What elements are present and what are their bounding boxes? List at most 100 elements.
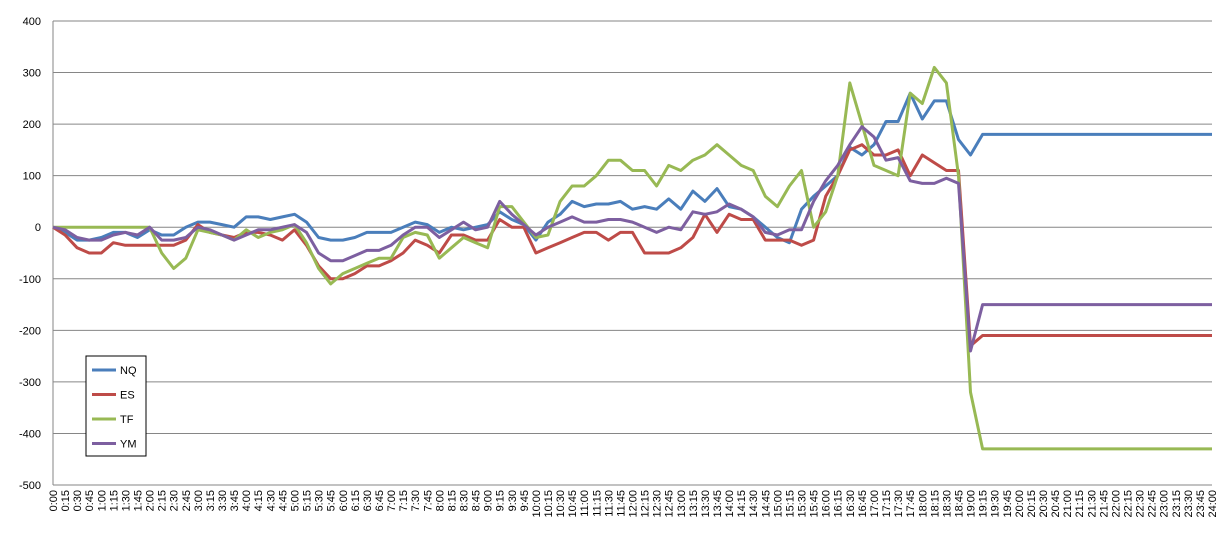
x-tick-label: 1:45 [133,490,145,511]
x-tick-label: 21:45 [1098,490,1110,518]
y-tick-label: 300 [23,68,41,80]
x-tick-label: 7:45 [422,490,434,511]
x-tick-label: 3:45 [229,490,241,511]
x-tick-label: 6:15 [350,490,362,511]
x-tick-label: 0:15 [60,490,72,511]
x-tick-label: 3:30 [217,490,229,511]
x-tick-label: 20:15 [1026,490,1038,518]
y-axis-tick-labels: 400 300 200 100 0 -100 -200 -300 -400 -500 [19,16,41,492]
x-tick-label: 9:45 [519,490,531,511]
x-tick-label: 0:00 [48,490,60,511]
x-tick-label: 13:15 [688,490,700,518]
x-tick-label: 6:45 [374,490,386,511]
x-tick-label: 14:45 [760,490,772,518]
x-tick-label: 13:00 [676,490,688,518]
y-tick-label: 400 [23,16,41,28]
y-tick-label: -100 [19,274,41,286]
x-tick-label: 1:00 [96,490,108,511]
x-tick-label: 20:30 [1038,490,1050,518]
x-tick-label: 17:15 [881,490,893,518]
x-tick-label: 16:15 [833,490,845,518]
x-tick-label: 16:45 [857,490,869,518]
x-tick-label: 4:45 [277,490,289,511]
x-tick-label: 1:15 [108,490,120,511]
x-tick-label: 9:30 [507,490,519,511]
x-tick-label: 20:00 [1014,490,1026,518]
legend: NQ ES TF YM [85,355,147,457]
x-tick-label: 11:15 [591,490,603,517]
x-tick-label: 10:15 [543,490,555,518]
x-tick-label: 8:00 [434,490,446,511]
legend-label-nq: NQ [120,365,137,377]
x-tick-label: 2:00 [145,490,157,511]
y-tick-label: 100 [23,171,41,183]
x-tick-label: 21:15 [1074,490,1086,518]
x-tick-label: 10:30 [555,490,567,518]
x-tick-label: 2:15 [157,490,169,511]
x-tick-label: 18:30 [941,490,953,518]
x-tick-label: 0:30 [72,490,84,511]
x-tick-label: 18:15 [929,490,941,518]
y-tick-label: 200 [23,119,41,131]
x-tick-label: 5:15 [302,490,314,511]
x-tick-label: 16:30 [845,490,857,518]
x-tick-label: 4:30 [265,490,277,511]
x-tick-label: 8:30 [458,490,470,511]
x-tick-label: 23:15 [1171,490,1183,518]
x-tick-label: 1:30 [120,490,132,511]
x-tick-label: 9:00 [483,490,495,511]
x-tick-label: 13:30 [700,490,712,518]
y-tick-label: -300 [19,377,41,389]
x-tick-label: 6:30 [362,490,374,511]
x-tick-label: 12:30 [652,490,664,518]
y-tick-label: -500 [19,480,41,492]
x-tick-label: 15:15 [784,490,796,518]
x-tick-label: 19:45 [1002,490,1014,518]
legend-label-tf: TF [120,414,134,426]
x-tick-label: 24:00 [1207,490,1219,518]
gridlines [53,20,1212,486]
x-tick-label: 22:15 [1122,490,1134,518]
x-tick-label: 2:45 [181,490,193,511]
x-tick-label: 11:45 [615,490,627,517]
x-tick-label: 17:45 [905,490,917,518]
x-tick-label: 22:00 [1110,490,1122,518]
legend-label-ym: YM [120,439,137,451]
x-tick-label: 12:00 [628,490,640,518]
x-tick-label: 19:30 [990,490,1002,518]
x-tick-label: 2:30 [169,490,181,511]
x-tick-label: 17:00 [869,490,881,518]
x-tick-label: 15:30 [797,490,809,518]
y-tick-label: -400 [19,428,41,440]
x-tick-label: 0:45 [84,490,96,511]
x-tick-label: 10:45 [567,490,579,518]
x-tick-label: 23:00 [1159,490,1171,518]
x-tick-label: 5:30 [314,490,326,511]
x-tick-label: 21:00 [1062,490,1074,518]
x-tick-label: 10:00 [531,490,543,518]
legend-box [85,355,147,457]
x-tick-label: 7:00 [386,490,398,511]
x-tick-label: 23:45 [1195,490,1207,518]
y-tick-label: -200 [19,325,41,337]
series-line-es [52,143,1212,348]
x-tick-label: 3:00 [193,490,205,511]
x-tick-label: 17:30 [893,490,905,518]
x-tick-label: 14:30 [748,490,760,518]
x-tick-label: 15:00 [772,490,784,518]
x-tick-label: 14:00 [724,490,736,518]
x-tick-label: 11:00 [579,490,591,517]
x-tick-label: 5:45 [326,490,338,511]
x-tick-label: 13:45 [712,490,724,518]
x-tick-label: 8:45 [471,490,483,511]
x-tick-label: 23:30 [1183,490,1195,518]
x-axis-tick-labels: 0:00 0:15 0:30 0:45 1:00 1:15 1:30 1:45 2:00 2:15… [48,490,1219,518]
series-lines [52,65,1212,451]
x-tick-label: 9:15 [495,490,507,511]
x-tick-label: 5:00 [289,490,301,511]
x-tick-label: 18:45 [953,490,965,518]
x-tick-label: 4:15 [253,490,265,511]
legend-label-es: ES [120,390,135,402]
x-tick-label: 7:15 [398,490,410,511]
